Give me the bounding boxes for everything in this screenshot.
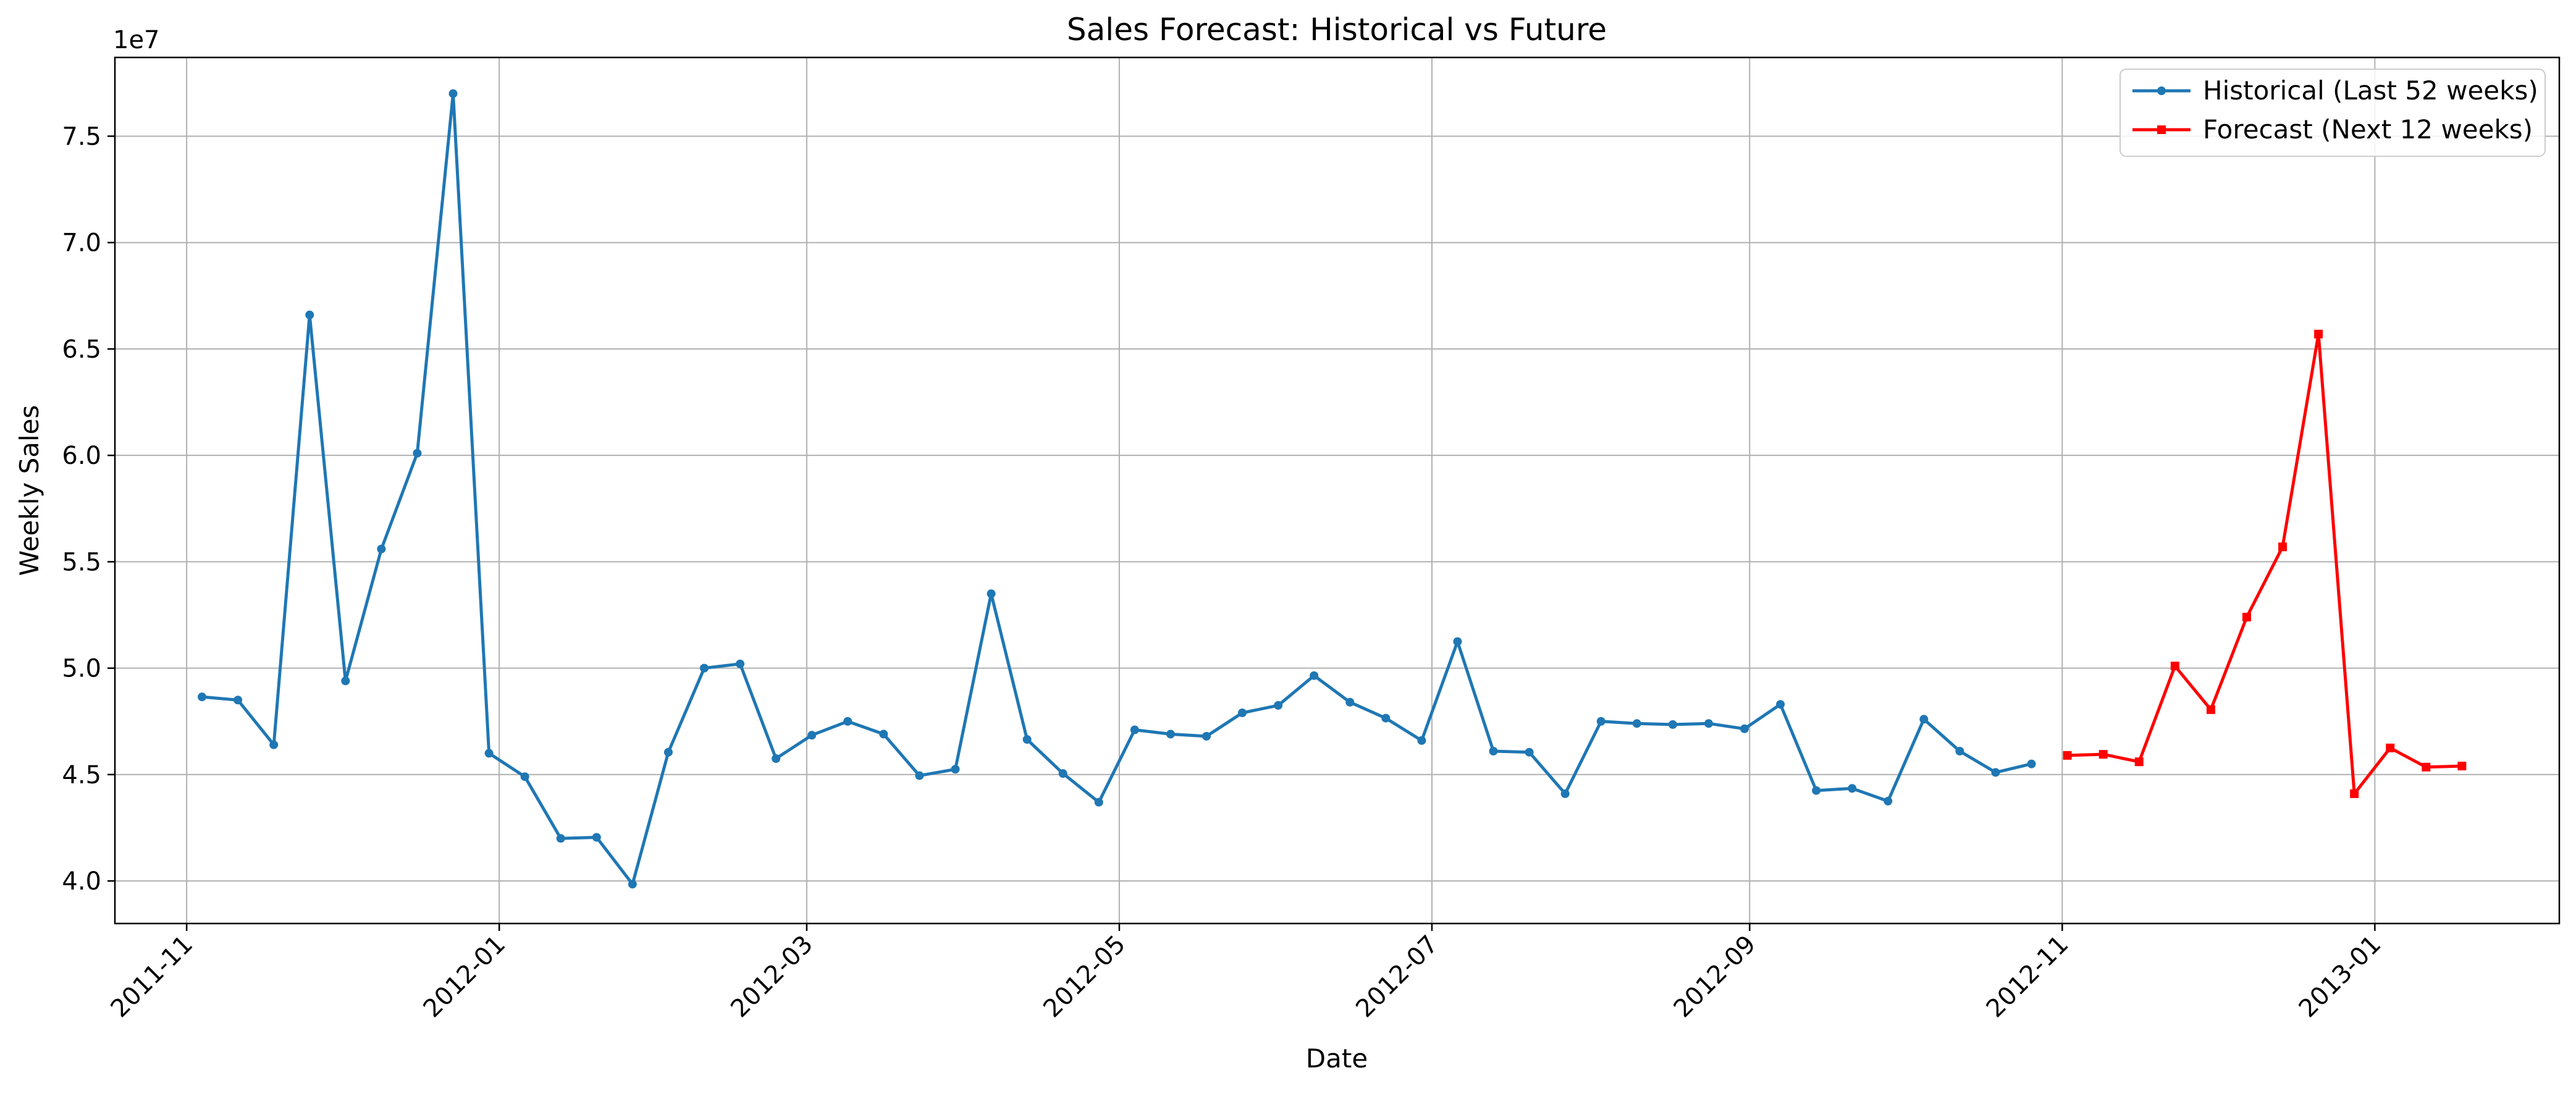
data-point-historical: [1094, 797, 1103, 807]
data-point-historical: [699, 663, 709, 673]
legend-historical-marker: [2157, 86, 2166, 95]
data-point-historical: [1704, 719, 1713, 728]
data-point-historical: [1776, 700, 1785, 709]
data-point-historical: [305, 310, 314, 319]
data-point-historical: [484, 749, 494, 758]
data-point-historical: [1130, 725, 1139, 734]
data-point-historical: [1884, 796, 1893, 806]
data-point-historical: [341, 676, 350, 686]
plot-area: [115, 57, 2559, 924]
data-point-historical: [592, 833, 601, 842]
data-point-historical: [663, 747, 673, 757]
data-point-historical: [413, 448, 422, 458]
legend-box: [2119, 69, 2546, 157]
data-point-forecast: [2457, 762, 2467, 771]
data-point-historical: [1453, 637, 1462, 646]
y-tick-label: 5.0: [62, 655, 101, 683]
data-point-historical: [1525, 747, 1534, 757]
data-point-historical: [1166, 730, 1175, 739]
data-point-historical: [1955, 746, 1964, 755]
data-point-historical: [1202, 731, 1211, 741]
data-point-forecast: [2386, 743, 2395, 752]
data-point-historical: [1274, 701, 1283, 710]
data-point-forecast: [2242, 612, 2251, 621]
data-point-historical: [1381, 713, 1391, 723]
data-point-historical: [198, 692, 207, 702]
y-tick-label: 4.5: [62, 761, 101, 789]
y-tick-label: 4.0: [62, 867, 101, 896]
chart-title: Sales Forecast: Historical vs Future: [1067, 12, 1607, 48]
legend-item-forecast: Forecast (Next 12 weeks): [2132, 114, 2533, 145]
data-point-historical: [879, 730, 888, 739]
data-point-forecast: [2170, 662, 2179, 671]
data-point-historical: [520, 772, 529, 781]
data-point-historical: [1417, 736, 1426, 745]
series-forecast: [2063, 329, 2467, 798]
data-point-historical: [1668, 720, 1677, 729]
data-point-historical: [807, 731, 817, 740]
y-tick-label: 6.5: [62, 335, 101, 364]
series-line-historical: [201, 92, 2032, 886]
data-point-historical: [1310, 671, 1319, 680]
data-point-historical: [1848, 784, 1857, 793]
data-point-historical: [772, 754, 781, 764]
data-point-forecast: [2350, 789, 2359, 798]
legend: Historical (Last 52 weeks) Forecast (Nex…: [2119, 69, 2546, 157]
data-point-historical: [1919, 715, 1929, 724]
y-axis-title: Weekly Sales: [14, 405, 44, 576]
legend-forecast-label: Forecast (Next 12 weeks): [2203, 114, 2533, 145]
y-tick-label: 7.5: [62, 122, 101, 151]
data-point-historical: [915, 771, 924, 780]
grid: [115, 57, 2559, 924]
y-tick-label: 5.5: [62, 548, 101, 576]
data-point-historical: [1991, 768, 2000, 777]
data-point-historical: [951, 765, 960, 774]
data-point-forecast: [2098, 750, 2108, 759]
legend-forecast-marker: [2157, 125, 2166, 134]
data-point-historical: [987, 589, 996, 599]
data-point-historical: [1560, 789, 1570, 798]
y-tick-label: 7.0: [62, 229, 101, 258]
data-point-historical: [1740, 724, 1749, 733]
data-point-historical: [1596, 717, 1606, 726]
data-point-historical: [628, 880, 637, 889]
data-point-historical: [1022, 735, 1032, 744]
series-layer: [198, 89, 2467, 889]
data-point-historical: [1489, 746, 1498, 755]
series-line-forecast: [2067, 332, 2462, 796]
legend-item-historical: Historical (Last 52 weeks): [2132, 75, 2538, 106]
data-point-historical: [736, 659, 745, 668]
data-point-historical: [1238, 708, 1247, 717]
data-point-forecast: [2206, 705, 2215, 714]
data-point-forecast: [2278, 542, 2288, 552]
data-point-forecast: [2063, 751, 2072, 760]
data-point-historical: [234, 696, 243, 705]
data-point-historical: [556, 834, 565, 843]
data-point-historical: [377, 544, 386, 553]
data-point-historical: [448, 89, 458, 98]
data-point-historical: [1632, 719, 1641, 728]
y-tick-label: 6.0: [62, 442, 101, 470]
data-point-forecast: [2134, 757, 2144, 767]
data-point-forecast: [2422, 762, 2431, 772]
x-axis-title: Date: [1306, 1043, 1368, 1074]
series-historical: [198, 89, 2036, 889]
data-point-historical: [1058, 769, 1067, 778]
data-point-historical: [269, 740, 279, 749]
data-point-historical: [2027, 759, 2036, 768]
legend-historical-label: Historical (Last 52 weeks): [2203, 75, 2538, 106]
plot-frame: [114, 56, 2561, 925]
y-axis-offset-label: 1e7: [113, 26, 160, 54]
data-point-historical: [1345, 697, 1355, 707]
data-point-forecast: [2314, 329, 2323, 339]
data-point-historical: [1812, 786, 1821, 795]
data-point-historical: [843, 717, 852, 726]
